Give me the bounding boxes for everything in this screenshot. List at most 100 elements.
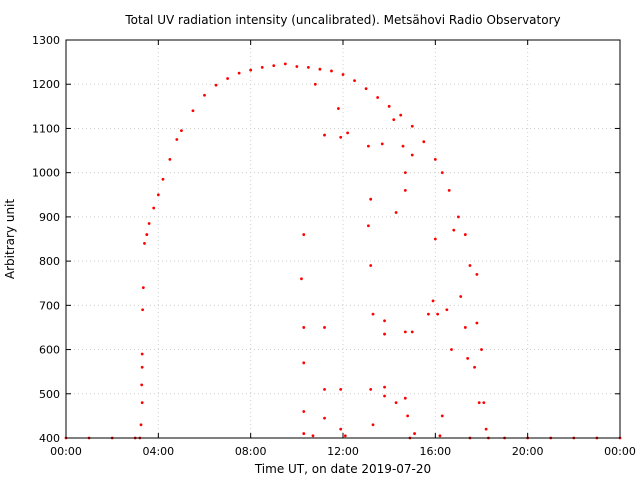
data-point (452, 228, 456, 232)
data-point (300, 277, 303, 281)
data-point (203, 93, 206, 97)
data-point (140, 365, 144, 369)
y-tick-label: 800 (39, 255, 60, 268)
data-point (369, 197, 373, 201)
x-tick-label: 12:00 (327, 445, 359, 458)
data-point (302, 361, 306, 365)
x-tick-label: 16:00 (419, 445, 451, 458)
data-point (156, 193, 160, 197)
y-tick-label: 1000 (32, 167, 60, 180)
data-point (283, 62, 287, 66)
data-point (371, 423, 375, 427)
data-point (406, 414, 410, 418)
data-point (140, 383, 144, 387)
data-point (214, 83, 218, 87)
data-point (376, 96, 380, 99)
data-point (433, 158, 437, 161)
data-point (427, 312, 430, 316)
data-point (306, 66, 310, 69)
data-point (438, 434, 442, 438)
data-point (152, 206, 156, 210)
y-tick-label: 700 (39, 299, 60, 312)
x-tick-label: 00:00 (50, 445, 82, 458)
data-point (383, 394, 386, 398)
data-point (318, 67, 322, 71)
data-point (323, 133, 326, 137)
data-point (468, 264, 472, 267)
x-tick-label: 08:00 (235, 445, 267, 458)
data-point (139, 423, 143, 427)
data-point (403, 396, 407, 400)
data-point (366, 144, 370, 148)
y-tick-label: 900 (39, 211, 60, 224)
x-axis-label: Time UT, on date 2019-07-20 (254, 462, 431, 476)
data-point (457, 215, 460, 219)
y-tick-label: 1200 (32, 78, 60, 91)
data-point (403, 330, 407, 334)
data-point (394, 211, 398, 214)
data-point (450, 348, 453, 351)
data-point (475, 321, 479, 325)
data-point (403, 171, 407, 175)
data-point (477, 401, 481, 405)
data-point (463, 233, 467, 236)
data-point (459, 295, 463, 298)
data-point (401, 144, 405, 148)
y-tick-label: 600 (39, 344, 60, 357)
data-point (480, 348, 483, 351)
chart-title: Total UV radiation intensity (uncalibrat… (124, 13, 560, 27)
data-point (440, 414, 444, 418)
data-point (175, 138, 179, 141)
data-point (473, 365, 476, 369)
plot-frame (65, 39, 621, 439)
data-point (302, 326, 306, 329)
data-series (64, 62, 622, 440)
data-point (383, 332, 386, 336)
data-point (399, 113, 403, 117)
data-point (383, 319, 386, 323)
x-tick-label: 04:00 (142, 445, 174, 458)
data-point (302, 410, 306, 413)
data-point (463, 326, 467, 329)
data-point (410, 330, 414, 334)
data-point (180, 129, 183, 133)
data-point (343, 434, 347, 438)
data-point (237, 71, 241, 75)
y-axis-label: Arbitrary unit (3, 199, 17, 279)
data-point (226, 77, 229, 80)
y-axis-tick-labels: 400 500 600 700 800 900 1000 1100 1200 1300 (32, 34, 60, 445)
data-point (260, 66, 264, 69)
data-point (313, 82, 317, 86)
data-point (431, 299, 435, 303)
data-point (191, 109, 195, 113)
data-point (433, 237, 437, 241)
data-point (161, 177, 165, 181)
data-point (168, 158, 172, 161)
data-point (366, 224, 370, 228)
data-point (392, 118, 396, 121)
data-point (272, 64, 276, 68)
data-point (403, 188, 407, 192)
data-point (387, 104, 391, 108)
data-point (336, 107, 340, 110)
data-point (311, 434, 315, 438)
data-point (323, 387, 326, 391)
data-point (330, 69, 333, 73)
data-point (484, 427, 488, 431)
data-point (383, 385, 386, 389)
data-point (369, 264, 373, 267)
data-point (145, 233, 149, 236)
y-tick-label: 1100 (32, 122, 60, 135)
data-point (346, 131, 350, 135)
data-point (295, 65, 299, 68)
data-point (341, 73, 345, 76)
x-axis-tick-labels: 00:00 04:00 08:00 12:00 16:00 20:00 00:00 (50, 445, 636, 458)
data-point (141, 286, 145, 290)
y-tick-label: 1300 (32, 34, 60, 47)
data-point (339, 427, 343, 431)
data-point (447, 188, 451, 192)
data-point (364, 87, 368, 91)
data-point (140, 401, 144, 405)
data-point (422, 140, 426, 144)
data-point (323, 416, 326, 420)
